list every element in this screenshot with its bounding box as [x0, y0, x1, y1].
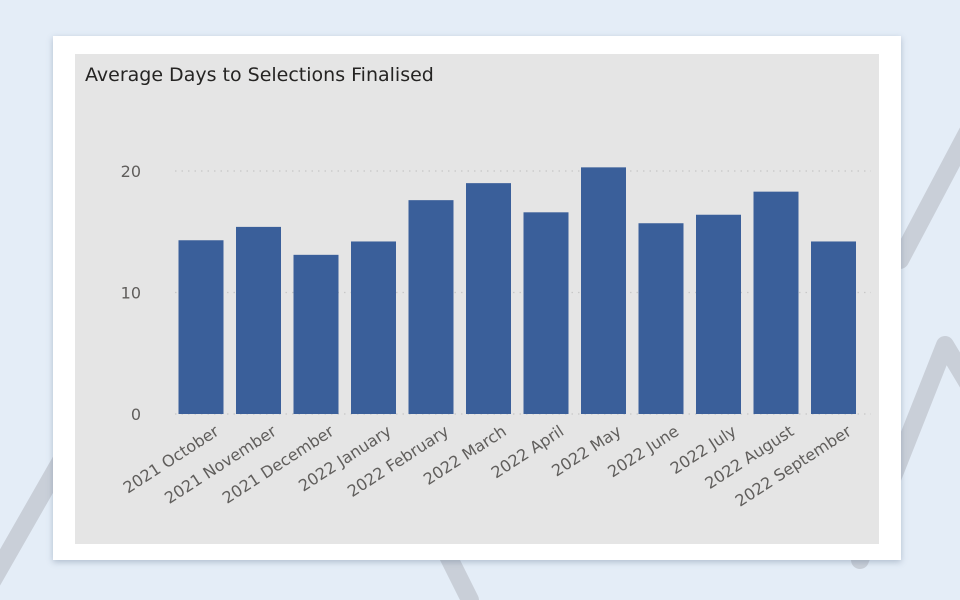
background-trend-line — [891, 127, 960, 269]
bars — [178, 167, 856, 414]
bar[interactable] — [466, 183, 511, 414]
bar[interactable] — [811, 241, 856, 414]
bar[interactable] — [523, 212, 569, 414]
bar[interactable] — [408, 200, 454, 414]
report-card: Average Days to Selections Finalised 0 10… — [53, 36, 901, 560]
y-tick-label: 0 — [131, 405, 141, 424]
bar[interactable] — [236, 226, 281, 414]
bar[interactable] — [696, 214, 741, 414]
chart-visual[interactable]: Average Days to Selections Finalised 0 10… — [75, 54, 879, 544]
bar[interactable] — [753, 191, 799, 414]
y-axis-ticks: 0 10 20 — [121, 162, 141, 424]
y-tick-label: 20 — [121, 162, 141, 181]
bar[interactable] — [178, 240, 224, 414]
bar[interactable] — [351, 241, 396, 414]
y-tick-label: 10 — [121, 284, 141, 303]
bar[interactable] — [581, 167, 626, 414]
bar[interactable] — [293, 254, 339, 414]
bar[interactable] — [638, 223, 684, 414]
x-tick-label: 2022 February — [344, 421, 452, 500]
chart-title: Average Days to Selections Finalised — [85, 64, 434, 86]
